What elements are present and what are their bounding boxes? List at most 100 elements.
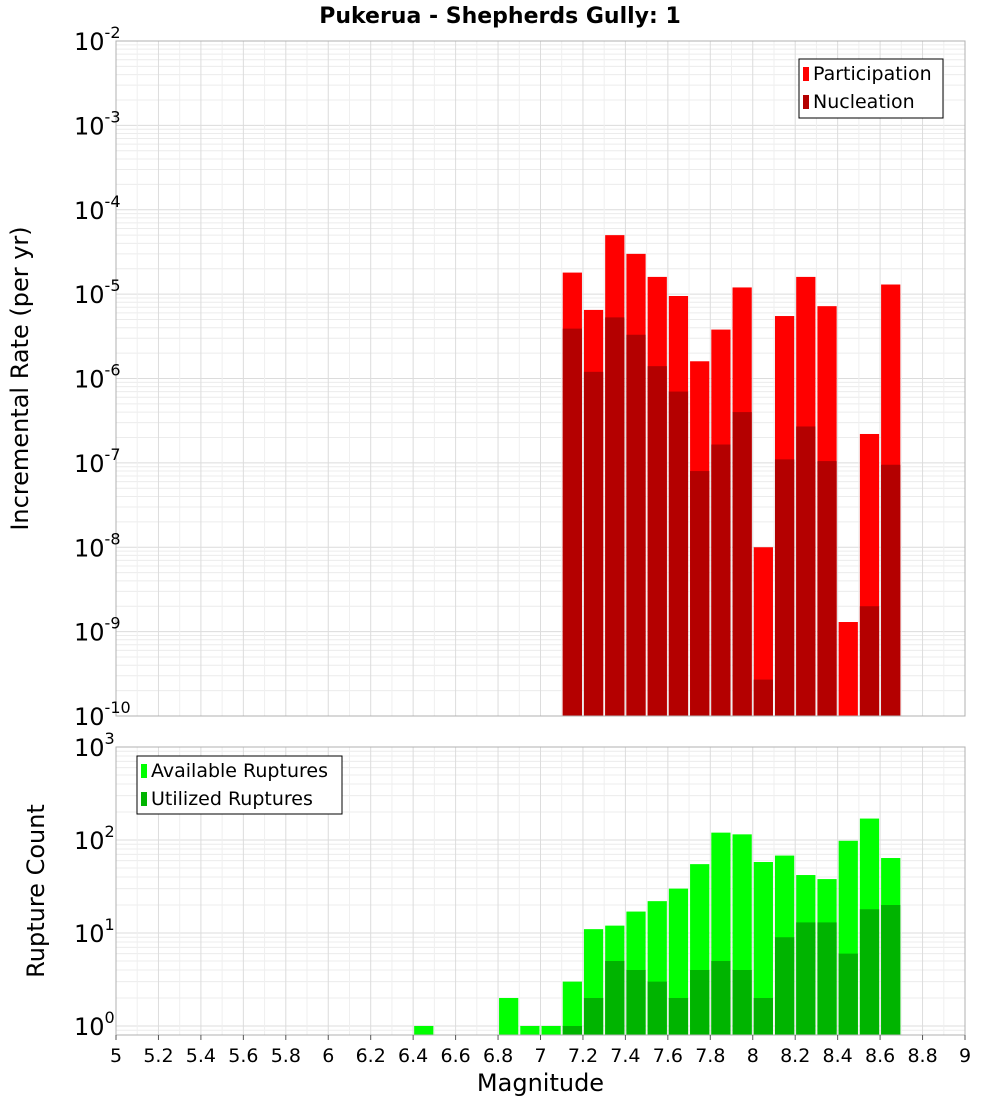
y-tick-label: 10-5 [74, 276, 121, 309]
bar [838, 953, 858, 1035]
x-tick-label: 6 [322, 1045, 334, 1067]
legend-label: Nucleation [813, 91, 915, 113]
y-tick-label: 10-6 [74, 361, 121, 394]
bar [668, 391, 689, 716]
bar [690, 969, 710, 1035]
x-tick-label: 7.4 [610, 1045, 640, 1067]
plot-border [115, 40, 966, 717]
bar [626, 334, 646, 716]
legend-label: Utilized Ruptures [151, 788, 313, 810]
bar [605, 960, 625, 1035]
bars [562, 235, 901, 716]
bar [774, 937, 795, 1035]
legend-label: Available Ruptures [151, 760, 328, 782]
bar [647, 981, 667, 1035]
grid-lines [115, 746, 966, 1036]
y-tick-label: 101 [74, 915, 115, 948]
x-tick-label: 8.6 [865, 1045, 895, 1067]
rate-panel: 10-10 10-9 10-8 10-7 10-6 10-5 10-4 10-3 10-2 Inc… [6, 23, 966, 731]
bar [817, 461, 837, 716]
bar [499, 997, 519, 1035]
bar [562, 328, 582, 716]
grid-lines [115, 40, 966, 717]
x-tick-label: 7.6 [653, 1045, 683, 1067]
bar [541, 1025, 561, 1035]
x-tick-label: 6.4 [398, 1045, 428, 1067]
bar [859, 909, 880, 1035]
bar [583, 997, 604, 1035]
y-tick-label: 103 [74, 729, 115, 762]
bar [690, 471, 710, 716]
legend-swatch [141, 764, 147, 778]
rupture-count-panel: 100 101 102 103 Rupture Count Available Ruptu… [22, 729, 971, 1097]
bar [668, 997, 689, 1035]
bar [796, 426, 816, 716]
legend-box [798, 58, 944, 119]
chart-title: Pukerua - Shepherds Gully: 1 [319, 4, 681, 29]
x-tick-label: 8.8 [907, 1045, 937, 1067]
y-tick-label: 10-4 [74, 192, 121, 225]
y-tick-label: 10-3 [74, 107, 121, 140]
bar [774, 459, 795, 716]
bar [605, 317, 625, 716]
bar [732, 969, 752, 1035]
x-tick-label: 7 [534, 1045, 546, 1067]
y-axis-label: Incremental Rate (per yr) [6, 226, 34, 530]
x-tick-label: 8.2 [780, 1045, 810, 1067]
bar [520, 1025, 540, 1035]
y-tick-label: 10-9 [74, 614, 121, 647]
x-tick-label: 8 [747, 1045, 759, 1067]
bar [753, 679, 773, 716]
bar [859, 606, 880, 716]
y-tick-label: 10-7 [74, 445, 121, 478]
y-tick-label: 100 [74, 1008, 115, 1041]
x-tick-label: 7.2 [568, 1045, 598, 1067]
y-tick-labels: 10-10 10-9 10-8 10-7 10-6 10-5 10-4 10-3 10-2 [74, 23, 131, 731]
series-secondary [562, 904, 901, 1035]
x-axis-label: Magnitude [477, 1069, 604, 1097]
x-tick-label: 6.6 [440, 1045, 470, 1067]
bar [414, 1025, 434, 1035]
legend-swatch [141, 792, 147, 806]
bar [647, 366, 667, 716]
series-secondary [562, 317, 901, 716]
x-tick-label: 6.8 [483, 1045, 513, 1067]
bar [562, 981, 582, 1035]
x-tick-label: 5.6 [228, 1045, 258, 1067]
bar [583, 371, 604, 716]
y-tick-label: 102 [74, 822, 115, 855]
legend: Available Ruptures Utilized Ruptures [136, 755, 343, 815]
y-axis-label: Rupture Count [22, 804, 50, 978]
x-tick-label: 5.4 [186, 1045, 216, 1067]
bar [562, 1025, 582, 1035]
bar [796, 922, 816, 1035]
legend: Participation Nucleation [798, 58, 944, 119]
bars [414, 818, 901, 1035]
x-tick-label: 6.2 [356, 1045, 386, 1067]
bar [838, 622, 858, 716]
x-tick-label: 5.8 [271, 1045, 301, 1067]
legend-box [136, 755, 343, 815]
bar [753, 997, 773, 1035]
legend-swatch [803, 67, 809, 81]
x-tick-label: 5.2 [143, 1045, 173, 1067]
bar [881, 904, 901, 1035]
y-tick-labels: 100 101 102 103 [74, 729, 115, 1041]
bar [732, 412, 752, 716]
bar [753, 861, 773, 1035]
bar [711, 444, 731, 716]
x-tick-labels: 5 5.2 5.4 5.6 5.8 6 6.2 6.4 6.6 6.8 7 7.2 7.4 7.6 7.8 8… [110, 1035, 971, 1067]
y-tick-label: 10-10 [74, 698, 131, 731]
y-tick-label: 10-2 [74, 23, 121, 56]
bar [881, 464, 901, 716]
x-tick-label: 7.8 [695, 1045, 725, 1067]
x-tick-label: 5 [110, 1045, 122, 1067]
bar [817, 922, 837, 1035]
bar [753, 547, 773, 716]
x-tick-label: 8.4 [823, 1045, 853, 1067]
legend-swatch [803, 95, 809, 109]
bar [711, 960, 731, 1035]
x-tick-label: 9 [959, 1045, 971, 1067]
